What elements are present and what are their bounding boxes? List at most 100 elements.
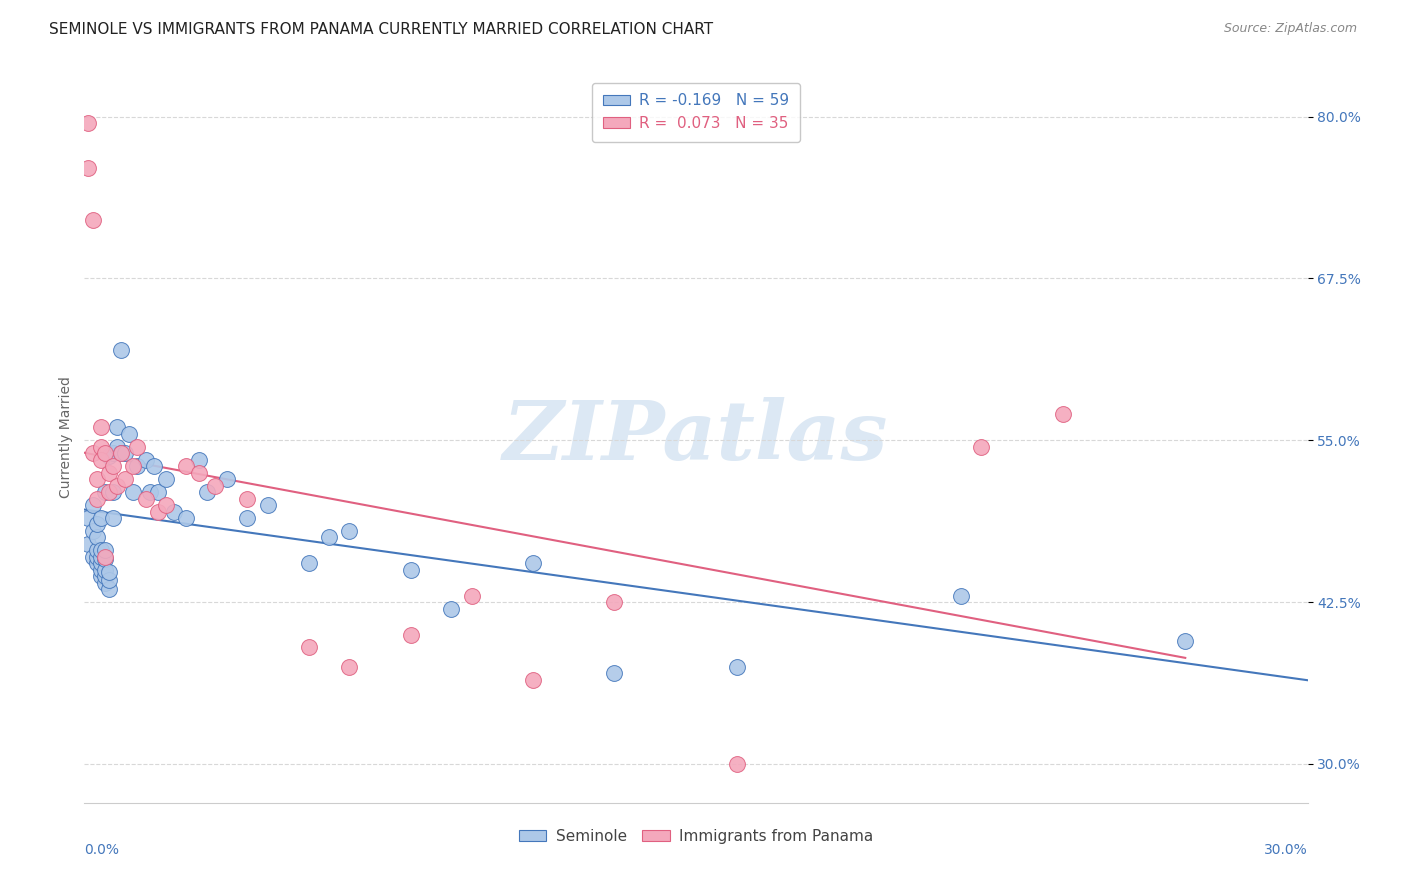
- Point: [399, 563, 422, 577]
- Point: [82, 446, 104, 460]
- Point: [603, 595, 626, 609]
- Point: [77, 161, 100, 176]
- Point: [318, 530, 340, 544]
- Point: [77, 116, 100, 130]
- Point: [77, 537, 100, 551]
- Point: [217, 472, 239, 486]
- Point: [461, 589, 484, 603]
- Point: [298, 640, 321, 655]
- Point: [122, 485, 145, 500]
- Text: Source: ZipAtlas.com: Source: ZipAtlas.com: [1223, 22, 1357, 36]
- Point: [138, 485, 160, 500]
- Point: [86, 543, 108, 558]
- Point: [82, 524, 104, 538]
- Point: [155, 498, 177, 512]
- Point: [236, 491, 259, 506]
- Point: [101, 446, 124, 460]
- Point: [97, 573, 120, 587]
- Point: [93, 549, 115, 564]
- Point: [105, 440, 128, 454]
- Point: [97, 449, 120, 463]
- Point: [522, 557, 544, 571]
- Y-axis label: Currently Married: Currently Married: [59, 376, 73, 498]
- Point: [187, 466, 209, 480]
- Point: [101, 485, 124, 500]
- Point: [142, 459, 165, 474]
- Point: [86, 517, 108, 532]
- Point: [146, 504, 169, 518]
- Point: [118, 426, 141, 441]
- Point: [603, 666, 626, 681]
- Text: 0.0%: 0.0%: [84, 843, 120, 857]
- Point: [257, 498, 280, 512]
- Point: [339, 660, 361, 674]
- Point: [93, 575, 115, 590]
- Point: [440, 601, 463, 615]
- Point: [163, 504, 186, 518]
- Point: [90, 452, 112, 467]
- Point: [90, 511, 112, 525]
- Point: [725, 756, 748, 771]
- Point: [90, 569, 112, 583]
- Point: [101, 511, 124, 525]
- Point: [105, 478, 128, 492]
- Point: [90, 549, 112, 564]
- Point: [174, 511, 197, 525]
- Point: [135, 452, 157, 467]
- Point: [86, 530, 108, 544]
- Point: [522, 673, 544, 687]
- Point: [110, 446, 132, 460]
- Point: [93, 543, 115, 558]
- Point: [90, 563, 112, 577]
- Point: [93, 485, 115, 500]
- Point: [195, 485, 218, 500]
- Point: [97, 582, 120, 597]
- Point: [90, 440, 112, 454]
- Point: [950, 589, 973, 603]
- Text: SEMINOLE VS IMMIGRANTS FROM PANAMA CURRENTLY MARRIED CORRELATION CHART: SEMINOLE VS IMMIGRANTS FROM PANAMA CURRE…: [49, 22, 713, 37]
- Point: [135, 491, 157, 506]
- Point: [127, 459, 149, 474]
- Point: [204, 478, 226, 492]
- Point: [155, 472, 177, 486]
- Point: [127, 440, 149, 454]
- Point: [77, 511, 100, 525]
- Point: [970, 440, 993, 454]
- Text: 30.0%: 30.0%: [1264, 843, 1308, 857]
- Point: [93, 569, 115, 583]
- Point: [93, 563, 115, 577]
- Point: [187, 452, 209, 467]
- Point: [1174, 634, 1197, 648]
- Point: [110, 343, 132, 357]
- Point: [114, 446, 136, 460]
- Point: [82, 213, 104, 227]
- Point: [86, 491, 108, 506]
- Point: [90, 543, 112, 558]
- Point: [86, 549, 108, 564]
- Point: [93, 552, 115, 566]
- Point: [399, 627, 422, 641]
- Point: [122, 459, 145, 474]
- Point: [298, 557, 321, 571]
- Point: [97, 566, 120, 580]
- Point: [114, 472, 136, 486]
- Point: [105, 420, 128, 434]
- Point: [93, 446, 115, 460]
- Point: [110, 446, 132, 460]
- Point: [1052, 408, 1074, 422]
- Point: [90, 420, 112, 434]
- Legend: Seminole, Immigrants from Panama: Seminole, Immigrants from Panama: [513, 822, 879, 850]
- Point: [339, 524, 361, 538]
- Point: [97, 466, 120, 480]
- Point: [82, 498, 104, 512]
- Point: [236, 511, 259, 525]
- Point: [86, 472, 108, 486]
- Point: [174, 459, 197, 474]
- Point: [86, 557, 108, 571]
- Point: [146, 485, 169, 500]
- Text: ZIPatlas: ZIPatlas: [503, 397, 889, 477]
- Point: [90, 557, 112, 571]
- Point: [101, 459, 124, 474]
- Point: [97, 485, 120, 500]
- Point: [725, 660, 748, 674]
